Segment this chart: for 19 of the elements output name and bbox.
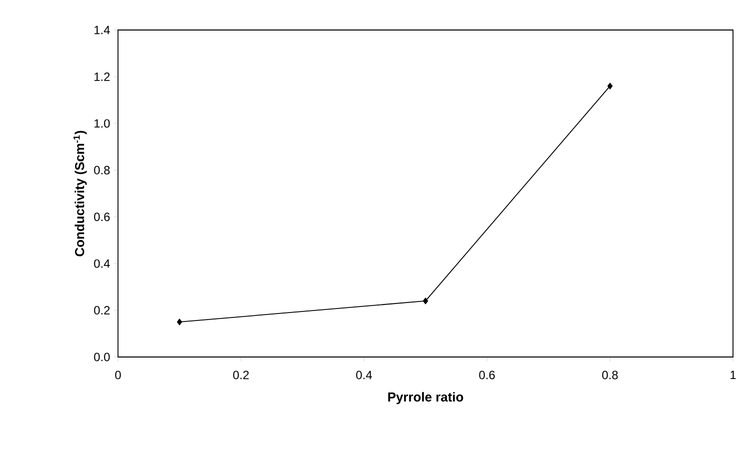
x-tick-label: 0.8 bbox=[602, 370, 618, 380]
y-tick-label: 0.6 bbox=[94, 212, 110, 222]
point bbox=[607, 82, 613, 90]
x-tick-label: 0 bbox=[115, 370, 121, 380]
point bbox=[422, 298, 428, 304]
y-tick-label: 1.2 bbox=[94, 72, 110, 81]
y-tick-label: 1.4 bbox=[94, 26, 110, 34]
x-axis-title: Pyrrole ratio bbox=[388, 392, 464, 404]
x-tick-label: 0.2 bbox=[233, 370, 249, 380]
y-tick-label: 0.4 bbox=[94, 259, 110, 268]
x-tick-label: 0.4 bbox=[356, 370, 372, 380]
y-tick-label: 0.8 bbox=[94, 166, 110, 174]
point bbox=[176, 318, 182, 326]
y-tick-label: 0.2 bbox=[94, 306, 110, 315]
y-axis-title: Conductivity (Scm$^{-1}$) bbox=[74, 130, 87, 256]
y-tick-label: 0.0 bbox=[94, 352, 110, 362]
x-tick-label: 1 bbox=[730, 370, 736, 379]
x-tick-label: 0.6 bbox=[479, 370, 495, 380]
y-tick-label: 1.0 bbox=[94, 119, 110, 128]
